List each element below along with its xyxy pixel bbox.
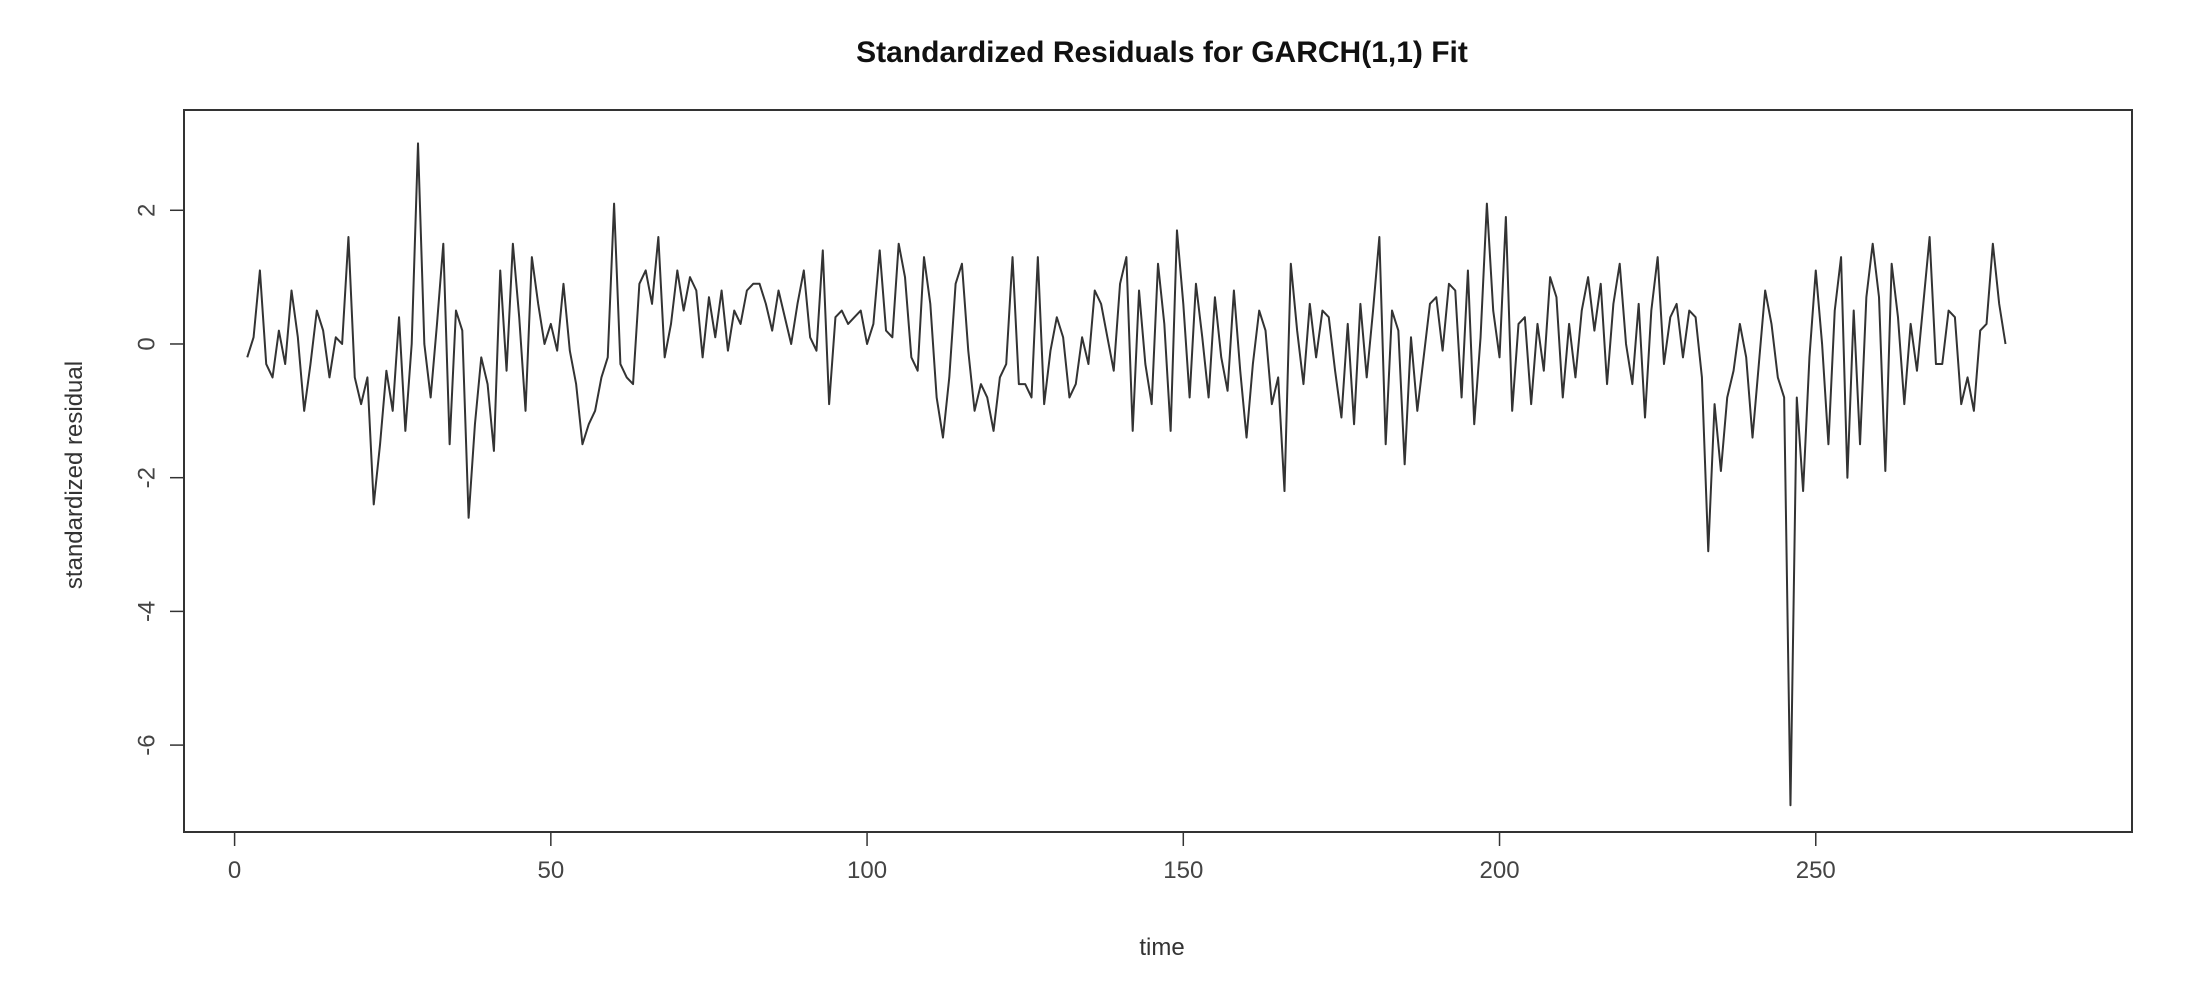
y-tick-label: -4 — [133, 601, 160, 622]
x-tick-label: 150 — [1163, 857, 1203, 884]
x-tick-label: 100 — [847, 857, 887, 884]
y-tick-label: 0 — [133, 337, 160, 350]
x-tick-label: 250 — [1796, 857, 1836, 884]
y-tick-label: -2 — [133, 467, 160, 488]
y-axis-label: standardized residual — [61, 361, 88, 589]
chart-title: Standardized Residuals for GARCH(1,1) Fi… — [856, 36, 1468, 69]
x-tick-label: 50 — [537, 857, 564, 884]
series-layer — [246, 142, 2007, 807]
y-tick-label: -6 — [133, 734, 160, 755]
x-axis: 0 50 100 150 200 250 — [228, 831, 1836, 884]
x-axis-label: time — [1139, 934, 1184, 961]
y-tick-label: 2 — [133, 204, 160, 217]
y-axis: 2 0 -2 -4 -6 — [133, 204, 185, 756]
x-tick-label: 200 — [1480, 857, 1520, 884]
x-tick-label: 0 — [228, 857, 241, 884]
series-line — [246, 142, 2007, 807]
